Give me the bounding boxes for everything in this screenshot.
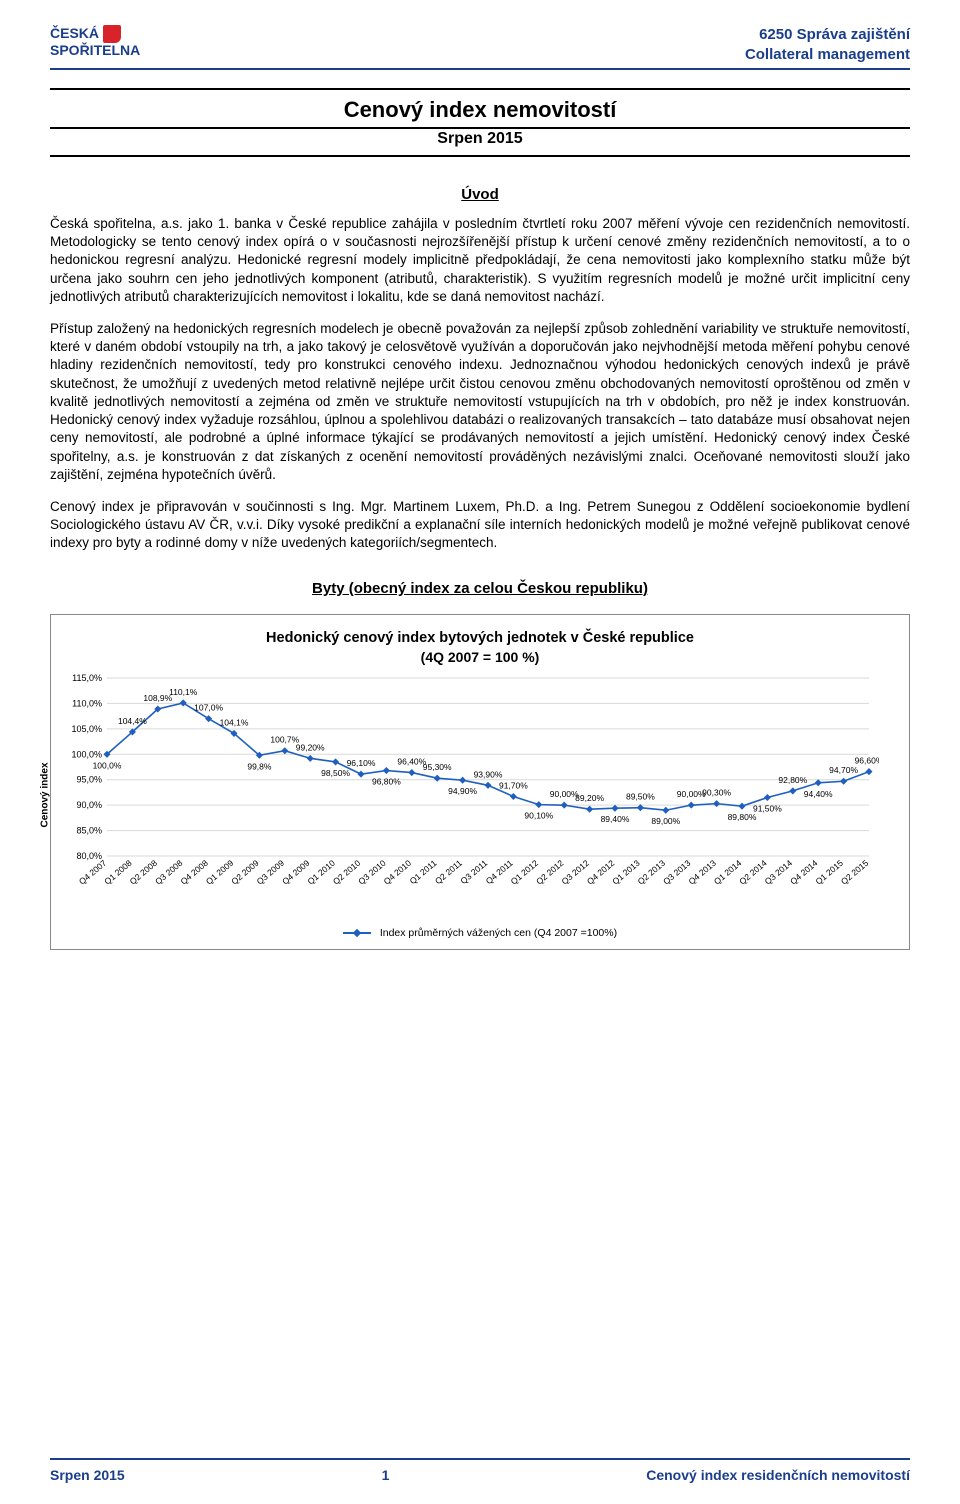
svg-text:115,0%: 115,0% (72, 673, 102, 683)
logo-text-2: SPOŘITELNA (50, 43, 140, 58)
svg-text:Q4 2010: Q4 2010 (382, 858, 414, 887)
svg-text:90,0%: 90,0% (76, 800, 102, 810)
svg-text:Q2 2010: Q2 2010 (331, 858, 363, 887)
svg-text:89,80%: 89,80% (728, 812, 757, 822)
svg-text:Q4 2012: Q4 2012 (585, 858, 617, 887)
svg-text:Q3 2011: Q3 2011 (458, 858, 489, 886)
paragraph-3: Cenový index je připravován v součinnost… (50, 498, 910, 553)
svg-text:91,70%: 91,70% (499, 781, 528, 791)
svg-text:110,1%: 110,1% (169, 687, 198, 697)
svg-text:Q3 2012: Q3 2012 (559, 858, 591, 887)
svg-text:Q1 2009: Q1 2009 (204, 858, 236, 887)
svg-text:85,0%: 85,0% (76, 826, 102, 836)
header-right: 6250 Správa zajištění Collateral managem… (745, 25, 910, 64)
svg-text:Q3 2014: Q3 2014 (763, 858, 795, 887)
page-subtitle: Srpen 2015 (50, 129, 910, 158)
chart-title: Hedonický cenový index bytových jednotek… (59, 629, 901, 648)
svg-text:89,50%: 89,50% (626, 792, 655, 802)
header: ČESKÁ SPOŘITELNA 6250 Správa zajištění C… (50, 25, 910, 70)
svg-text:104,4%: 104,4% (118, 716, 147, 726)
svg-text:90,10%: 90,10% (524, 811, 553, 821)
svg-text:100,0%: 100,0% (93, 760, 122, 770)
svg-text:94,40%: 94,40% (804, 789, 833, 799)
svg-text:Q1 2011: Q1 2011 (408, 858, 439, 886)
svg-text:Q2 2011: Q2 2011 (433, 858, 464, 886)
svg-text:100,0%: 100,0% (71, 749, 102, 759)
svg-text:98,50%: 98,50% (321, 768, 350, 778)
svg-text:Q4 2007: Q4 2007 (77, 858, 109, 887)
svg-text:Q4 2013: Q4 2013 (686, 858, 718, 887)
svg-text:Q1 2010: Q1 2010 (305, 858, 337, 887)
svg-text:Q4 2014: Q4 2014 (788, 858, 820, 887)
svg-text:107,0%: 107,0% (194, 703, 223, 713)
svg-text:95,30%: 95,30% (423, 762, 452, 772)
svg-text:91,50%: 91,50% (753, 804, 782, 814)
legend-swatch-icon (343, 932, 371, 934)
svg-text:Q1 2014: Q1 2014 (712, 858, 744, 887)
svg-text:Q2 2014: Q2 2014 (737, 858, 769, 887)
chart-legend: Index průměrných vážených cen (Q4 2007 =… (59, 927, 901, 941)
header-right-line1: 6250 Správa zajištění (745, 25, 910, 45)
svg-text:96,60%: 96,60% (855, 756, 879, 766)
svg-text:89,00%: 89,00% (651, 816, 680, 826)
svg-text:110,0%: 110,0% (72, 699, 102, 709)
svg-text:Q2 2009: Q2 2009 (229, 858, 261, 887)
svg-text:Q2 2008: Q2 2008 (128, 858, 160, 887)
svg-text:Q1 2012: Q1 2012 (509, 858, 541, 887)
svg-text:Q3 2008: Q3 2008 (153, 858, 185, 887)
logo-icon (103, 25, 121, 43)
svg-text:Q1 2008: Q1 2008 (102, 858, 134, 887)
svg-text:Q2 2013: Q2 2013 (636, 858, 668, 887)
svg-text:Q2 2015: Q2 2015 (839, 858, 871, 887)
page-title: Cenový index nemovitostí (50, 88, 910, 129)
svg-text:80,0%: 80,0% (76, 851, 102, 861)
svg-text:Q4 2008: Q4 2008 (178, 858, 210, 887)
svg-text:89,40%: 89,40% (601, 814, 630, 824)
svg-text:99,20%: 99,20% (296, 742, 325, 752)
svg-text:Q1 2015: Q1 2015 (813, 858, 845, 887)
intro-heading: Úvod (50, 185, 910, 205)
svg-text:95,0%: 95,0% (76, 775, 102, 785)
footer-right: Cenový index residenčních nemovitostí (646, 1466, 910, 1484)
logo: ČESKÁ SPOŘITELNA (50, 25, 140, 58)
svg-text:Q2 2012: Q2 2012 (534, 858, 566, 887)
svg-text:92,80%: 92,80% (778, 775, 807, 785)
line-chart: 80,0% 85,0% 90,0% 95,0% 100,0% 105,0% 110,0% 11… (59, 672, 879, 912)
svg-text:94,90%: 94,90% (448, 786, 477, 796)
logo-text-1: ČESKÁ (50, 26, 99, 41)
chart-subtitle: (4Q 2007 = 100 %) (59, 648, 901, 666)
svg-text:105,0%: 105,0% (71, 724, 102, 734)
chart-container: Hedonický cenový index bytových jednotek… (50, 614, 910, 950)
legend-label: Index průměrných vážených cen (Q4 2007 =… (380, 927, 617, 939)
svg-text:Q1 2013: Q1 2013 (610, 858, 642, 887)
header-right-line2: Collateral management (745, 45, 910, 65)
footer: Srpen 2015 1 Cenový index residenčních n… (50, 1458, 910, 1484)
svg-text:96,10%: 96,10% (347, 758, 376, 768)
svg-text:Q3 2013: Q3 2013 (661, 858, 693, 887)
svg-text:93,90%: 93,90% (474, 769, 503, 779)
paragraph-2: Přístup založený na hedonických regresní… (50, 320, 910, 484)
svg-text:94,70%: 94,70% (829, 765, 858, 775)
svg-text:Q3 2009: Q3 2009 (255, 858, 287, 887)
svg-text:Q3 2010: Q3 2010 (356, 858, 388, 887)
svg-text:96,80%: 96,80% (372, 777, 401, 787)
y-axis-label: Cenový index (39, 762, 52, 827)
svg-text:104,1%: 104,1% (220, 718, 249, 728)
svg-text:Q4 2009: Q4 2009 (280, 858, 312, 887)
footer-left: Srpen 2015 (50, 1466, 125, 1484)
paragraph-1: Česká spořitelna, a.s. jako 1. banka v Č… (50, 215, 910, 306)
title-block: Cenový index nemovitostí Srpen 2015 (50, 88, 910, 157)
chart-section-heading: Byty (obecný index za celou Českou repub… (50, 579, 910, 599)
footer-center: 1 (382, 1466, 390, 1484)
svg-text:89,20%: 89,20% (575, 793, 604, 803)
svg-text:90,30%: 90,30% (702, 788, 731, 798)
svg-text:99,8%: 99,8% (247, 761, 272, 771)
